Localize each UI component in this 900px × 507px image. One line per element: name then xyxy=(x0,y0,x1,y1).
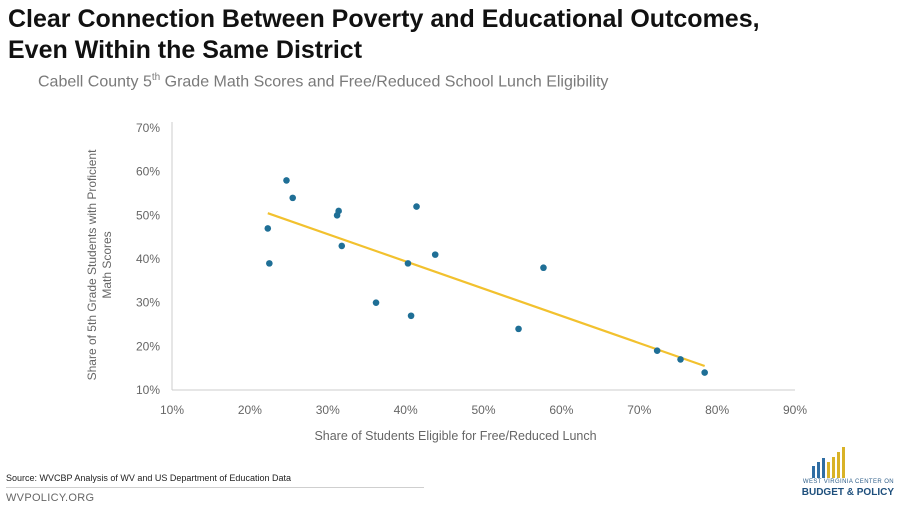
x-tick-label: 50% xyxy=(471,403,495,417)
y-tick-label: 30% xyxy=(136,296,160,310)
logo-text-line-1: WEST VIRGINIA CENTER ON xyxy=(802,479,894,485)
data-point xyxy=(404,260,412,267)
data-point xyxy=(653,347,661,355)
data-point xyxy=(407,312,415,320)
y-tick-label: 60% xyxy=(136,165,160,179)
title-line-1: Clear Connection Between Poverty and Edu… xyxy=(8,5,760,33)
x-tick-label: 60% xyxy=(549,403,573,417)
y-axis-title-line-1: Share of 5th Grade Students with Profici… xyxy=(85,149,99,380)
title-line-2: Even Within the Same District xyxy=(8,36,363,64)
data-point xyxy=(264,225,272,232)
x-tick-label: 80% xyxy=(705,403,729,417)
y-tick-label: 50% xyxy=(136,208,160,222)
x-tick-label: 40% xyxy=(394,403,418,417)
data-point xyxy=(289,194,297,202)
y-tick-label: 10% xyxy=(136,383,160,397)
data-point xyxy=(431,251,439,258)
x-tick-label: 10% xyxy=(160,403,184,417)
chart-subtitle: Cabell County 5th Grade Math Scores and … xyxy=(38,72,608,91)
data-point xyxy=(677,356,684,363)
source-note: Source: WVCBP Analysis of WV and US Depa… xyxy=(6,473,291,483)
x-tick-label: 30% xyxy=(316,403,340,417)
site-url: WVPOLICY.ORG xyxy=(6,492,95,504)
data-point xyxy=(413,203,420,210)
x-tick-label: 90% xyxy=(783,403,807,417)
data-point xyxy=(372,299,380,306)
data-point xyxy=(266,260,273,267)
y-tick-label: 20% xyxy=(136,339,160,353)
source-divider xyxy=(6,487,424,488)
data-point xyxy=(283,177,290,184)
data-point xyxy=(701,369,708,376)
y-tick-label: 40% xyxy=(136,252,160,266)
chart-title: Clear Connection Between Poverty and Edu… xyxy=(8,4,888,66)
data-point xyxy=(515,325,522,333)
scatter-chart: 10% 20% 30% 40% 50% 60% 70% 10% 20% 30% 40% 50% 60% 7… xyxy=(85,121,807,443)
y-axis-title-line-2: Math Scores xyxy=(100,231,114,298)
data-point xyxy=(540,264,547,272)
x-tick-label: 70% xyxy=(627,403,651,417)
data-point xyxy=(338,242,346,250)
subtitle-part-1: Cabell County 5 xyxy=(38,73,152,91)
x-axis-title: Share of Students Eligible for Free/Redu… xyxy=(314,429,596,443)
data-point xyxy=(335,207,342,215)
subtitle-superscript: th xyxy=(151,72,161,83)
wvcbp-logo: WEST VIRGINIA CENTER ON BUDGET & POLICY xyxy=(764,446,894,502)
trendline xyxy=(267,212,706,368)
y-tick-label: 70% xyxy=(136,121,160,135)
logo-bars-icon xyxy=(812,447,845,478)
logo-text-line-2: BUDGET & POLICY xyxy=(801,487,894,498)
subtitle-part-2: Grade Math Scores and Free/Reduced Schoo… xyxy=(160,73,609,91)
x-tick-label: 20% xyxy=(238,403,262,417)
